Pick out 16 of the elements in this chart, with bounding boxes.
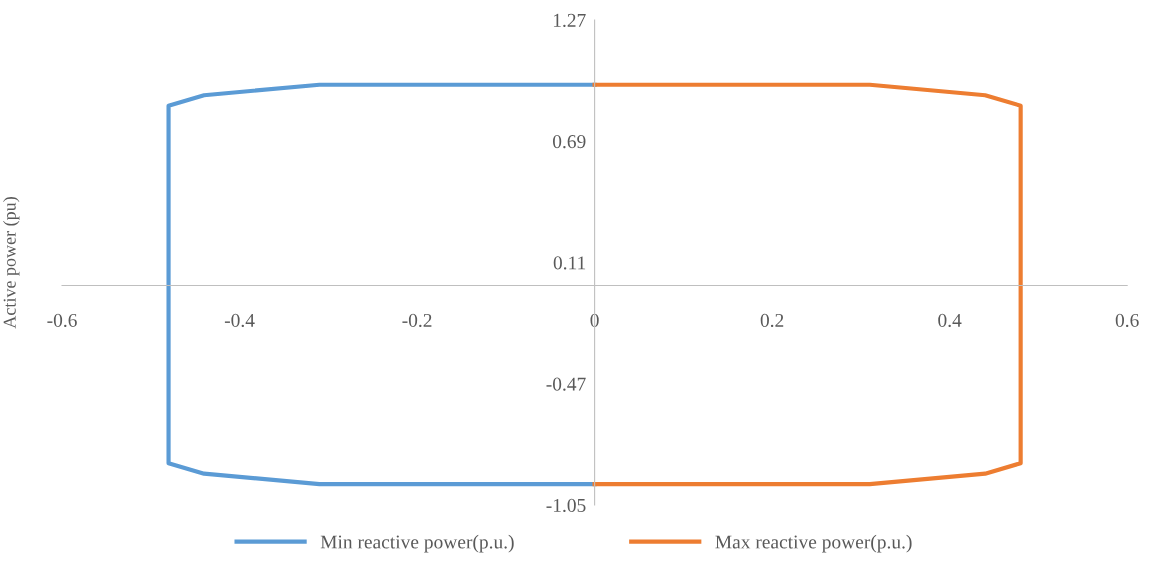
y-tick-label: 0.69 [552, 135, 586, 149]
y-tick-label: 1.27 [553, 13, 586, 27]
x-tick-label: -0.4 [224, 313, 255, 328]
x-tick-label: 0.4 [938, 313, 962, 328]
x-tick-label: -0.2 [402, 313, 432, 328]
y-tick-label: -1.05 [546, 498, 586, 513]
y-tick-label: 0.11 [553, 256, 586, 270]
x-tick-label: 0.2 [760, 313, 784, 328]
y-tick-label: -0.47 [546, 377, 586, 391]
legend-label: Min reactive power(p.u.) [320, 534, 514, 553]
y-axis-title: Active power (pu) [3, 197, 20, 329]
x-tick-label: 0.6 [1115, 313, 1139, 328]
x-tick-label: -0.6 [47, 313, 77, 328]
line-series [592, 82, 1023, 487]
x-tick-label: 0 [590, 313, 599, 327]
legend-label: Max reactive power(p.u.) [715, 534, 912, 553]
